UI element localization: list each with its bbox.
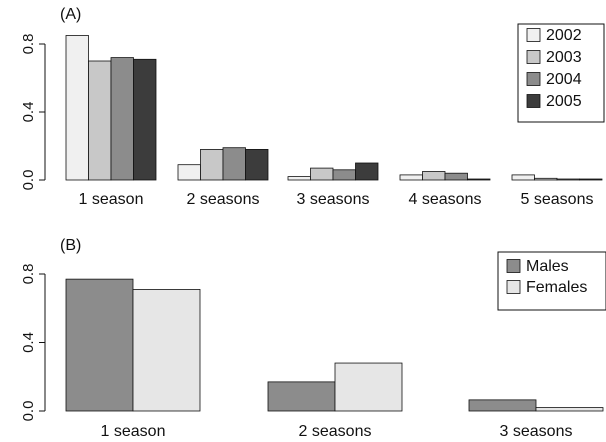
bar-2005-1 (245, 148, 269, 181)
panel-b-chart: 0.0 0.4 0.8 (B) 1 season 2 seasons 3 seasons Ma… (20, 237, 606, 440)
category-label: 3 seasons (500, 423, 573, 440)
bar-2002-1 (177, 164, 201, 181)
bar-2005-4 (579, 178, 603, 181)
legend-label: Males (526, 258, 569, 275)
legend-swatch (526, 28, 541, 42)
legend-swatch (526, 94, 541, 108)
bar-2003-1 (200, 148, 224, 181)
bar-2002-3 (399, 174, 423, 181)
bar-males-2 (468, 399, 537, 412)
category-label: 4 seasons (409, 191, 482, 208)
legend-swatch (506, 280, 521, 294)
bar-2004-1 (222, 147, 246, 181)
legend-label: 2004 (546, 71, 582, 88)
bar-2002-2 (287, 176, 311, 181)
bar-females-0 (132, 289, 201, 412)
bar-2005-2 (355, 162, 379, 181)
y-tick-label: 0.8 (20, 264, 37, 285)
y-tick-label: 0.0 (20, 401, 37, 422)
bar-2002-4 (511, 174, 535, 181)
y-tick-label: 0.4 (20, 102, 37, 123)
bar-2005-0 (133, 58, 157, 181)
bar-2003-4 (534, 177, 558, 181)
bar-2003-2 (310, 167, 334, 181)
bar-females-2 (535, 407, 604, 412)
panel-label: (B) (60, 237, 81, 254)
category-label: 3 seasons (297, 191, 370, 208)
category-label: 2 seasons (299, 423, 372, 440)
bar-2005-3 (467, 178, 491, 181)
legend-swatch (526, 50, 541, 64)
bar-2004-2 (332, 169, 356, 181)
legend-label: 2003 (546, 49, 582, 66)
category-label: 1 season (79, 191, 144, 208)
bar-2003-0 (88, 60, 112, 181)
legend-label: 2002 (546, 27, 582, 44)
legend-swatch (526, 72, 541, 86)
bar-2002-0 (65, 35, 89, 181)
y-tick-label: 0.4 (20, 332, 37, 353)
category-label: 1 season (101, 423, 166, 440)
y-tick-label: 0.0 (20, 170, 37, 191)
bar-2004-0 (110, 57, 134, 181)
bar-males-1 (267, 381, 336, 412)
category-label: 2 seasons (187, 191, 260, 208)
bar-2004-4 (556, 178, 580, 181)
bar-2004-3 (444, 172, 468, 181)
legend-label: Females (526, 279, 587, 296)
panel-label: (A) (60, 6, 81, 23)
category-label: 5 seasons (521, 191, 594, 208)
legend-swatch (506, 259, 521, 273)
legend-label: 2005 (546, 93, 582, 110)
bar-males-0 (65, 278, 134, 412)
y-tick-label: 0.8 (20, 34, 37, 55)
bar-females-1 (334, 362, 403, 412)
bar-2003-3 (422, 171, 446, 181)
panel-a-chart: 0.0 0.4 0.8 (A) 1 season 2 seasons 3 seasons 4 … (20, 6, 605, 208)
